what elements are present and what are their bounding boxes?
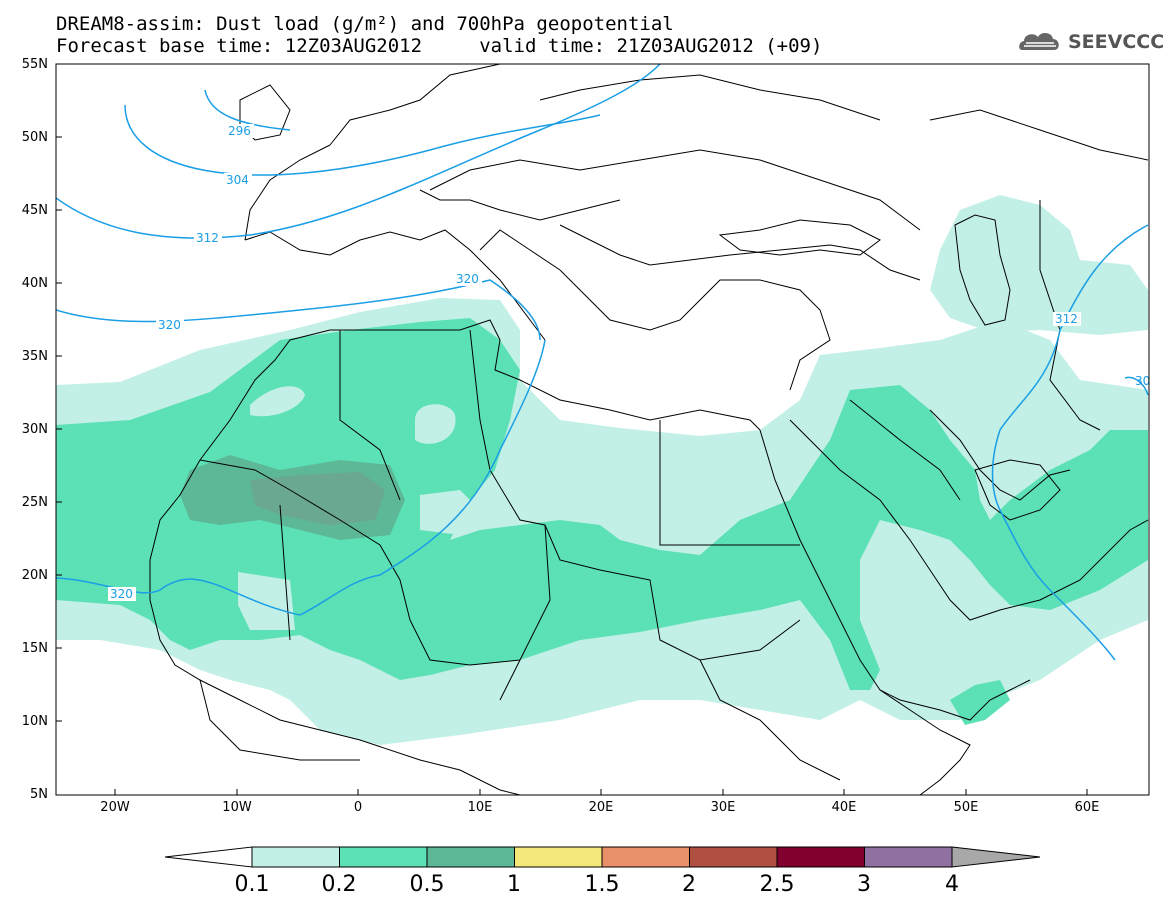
lat-label-10n: 10N — [21, 714, 48, 729]
colorbar-label-0.1: 0.1 — [234, 872, 270, 897]
lat-label-45n: 45N — [21, 203, 48, 218]
lon-label-20w: 20W — [100, 800, 130, 815]
isoline-label-320-med: 320 — [456, 272, 479, 286]
title-line-2: Forecast base time: 12Z03AUG2012 valid t… — [56, 35, 823, 57]
lat-label-35n: 35N — [21, 349, 48, 364]
lon-label-30e: 30E — [710, 800, 736, 815]
lon-label-10w: 10W — [222, 800, 252, 815]
lat-label-15n: 15N — [21, 641, 48, 656]
lon-label-10e: 10E — [467, 800, 493, 815]
colorbar-label-1.5: 1.5 — [584, 872, 620, 897]
cloud-icon — [1019, 33, 1059, 50]
lat-label-40n: 40N — [21, 276, 48, 291]
lon-label-0: 0 — [353, 800, 363, 815]
dust-hole-2 — [250, 386, 305, 417]
isoline-label-312: 312 — [196, 231, 219, 245]
lat-label-5n: 5N — [30, 787, 48, 802]
lon-label-50e: 50E — [953, 800, 979, 815]
isoline-label-296: 296 — [228, 124, 251, 138]
isoline-label-312-east: 312 — [1055, 312, 1078, 326]
dust-area-light-ne — [930, 195, 1148, 335]
dust-area-dark2 — [250, 472, 385, 525]
dust-area-medium — [56, 318, 1148, 690]
lon-label-20e: 20E — [588, 800, 614, 815]
lat-label-50n: 50N — [21, 130, 48, 145]
isoline-label-320-sw: 320 — [110, 587, 133, 601]
title-line-1: DREAM8-assim: Dust load (g/m²) and 700hP… — [56, 13, 674, 35]
logo-text: SEEVCCC — [1068, 31, 1165, 53]
coastlines — [149, 64, 1149, 795]
colorbar-label-3: 3 — [857, 872, 871, 897]
dust-hole-1 — [415, 404, 456, 444]
lat-label-20n: 20N — [21, 568, 48, 583]
lat-label-25n: 25N — [21, 495, 48, 510]
colorbar-label-1: 1 — [507, 872, 521, 897]
dust-area-medium-east — [950, 680, 1010, 725]
isoline-label-30: 30 — [1135, 374, 1150, 388]
colorbar-label-0.5: 0.5 — [409, 872, 445, 897]
isoline-label-320-west: 320 — [158, 318, 181, 332]
colorbar-label-2.5: 2.5 — [759, 872, 795, 897]
lat-label-55n: 55N — [21, 57, 48, 72]
dust-hole-4 — [420, 490, 480, 535]
colorbar-label-0.2: 0.2 — [321, 872, 357, 897]
colorbar-label-2: 2 — [682, 872, 696, 897]
isoline-label-304: 304 — [226, 173, 249, 187]
colorbar-label-4: 4 — [945, 872, 959, 897]
lat-label-30n: 30N — [21, 422, 48, 437]
lon-label-40e: 40E — [831, 800, 857, 815]
dust-hole-3 — [238, 572, 295, 630]
axis-ticks — [56, 136, 1088, 795]
isoline-labels: 296 304 312 320 320 320 312 30 — [108, 124, 1150, 601]
lon-label-60e: 60E — [1074, 800, 1100, 815]
geopotential-isolines — [56, 64, 1149, 661]
